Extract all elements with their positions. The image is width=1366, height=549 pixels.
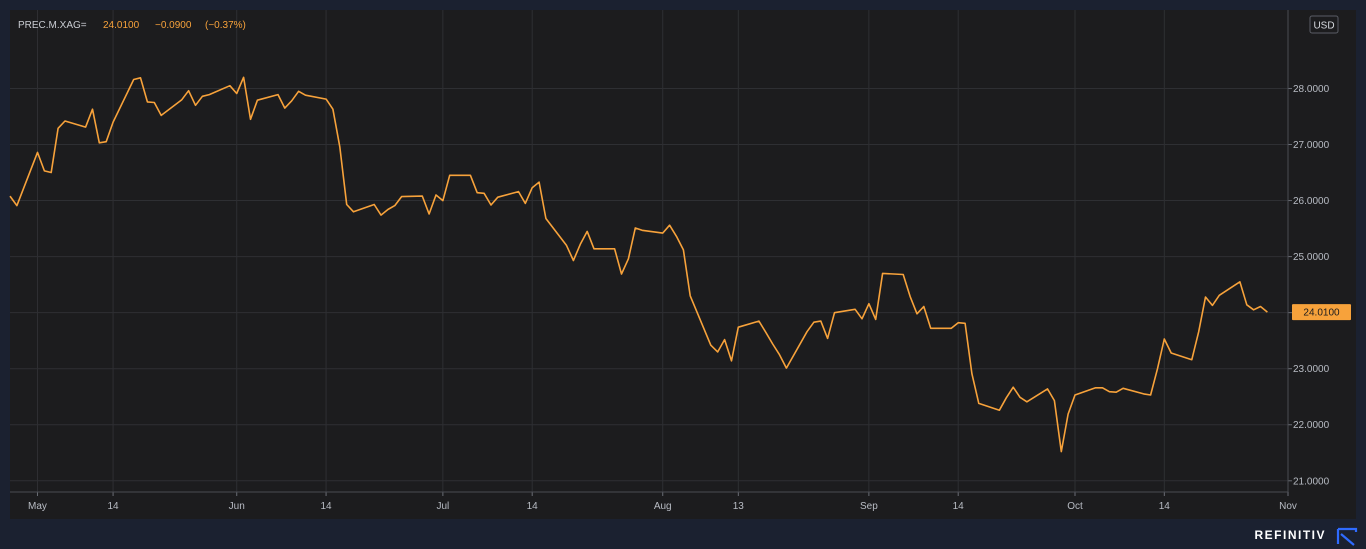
x-tick-label: 14	[1159, 501, 1171, 512]
x-tick-label: Sep	[860, 501, 878, 512]
symbol-label: PREC.M.XAG=	[18, 20, 87, 31]
currency-label: USD	[1313, 21, 1334, 32]
x-tick-label: 14	[321, 501, 333, 512]
y-axis: 21.000022.000023.000024.000025.000026.00…	[1287, 10, 1330, 492]
y-tick-label: 27.0000	[1293, 140, 1330, 151]
line-layer	[9, 76, 1268, 453]
x-tick-label: Oct	[1067, 501, 1083, 512]
y-tick-label: 25.0000	[1293, 252, 1330, 263]
y-tick-label: 26.0000	[1293, 196, 1330, 207]
x-tick-label: Jul	[436, 501, 449, 512]
brand-logo-text: REFINITIV	[1254, 528, 1326, 542]
x-tick-label: Jun	[229, 501, 245, 512]
x-tick-label: May	[28, 501, 47, 512]
y-tick-label: 23.0000	[1293, 364, 1330, 375]
change-pct-label: (−0.37%)	[205, 20, 246, 31]
x-tick-label: 14	[953, 501, 965, 512]
x-tick-label: 14	[108, 501, 120, 512]
change-label: −0.0900	[155, 20, 192, 31]
price-series-line[interactable]	[9, 76, 1268, 453]
currency-button[interactable]: USD	[1309, 15, 1339, 34]
brand-logo-icon	[1336, 527, 1358, 546]
x-tick-label: 14	[527, 501, 539, 512]
chart-panel	[10, 10, 1356, 519]
last-price-label: 24.0100	[103, 20, 140, 31]
x-axis: May 14 Jun 14 Jul 14 Aug 13 Sep 14 Oct 14 Nov	[10, 491, 1297, 512]
y-tick-label: 21.0000	[1293, 476, 1330, 487]
y-tick-label: 22.0000	[1293, 420, 1330, 431]
x-tick-label: 13	[733, 501, 745, 512]
x-tick-label: Aug	[654, 501, 672, 512]
x-tick-label: Nov	[1279, 501, 1297, 512]
y-tick-label: 28.0000	[1293, 84, 1330, 95]
current-price-tag: 24.0100	[1292, 304, 1351, 321]
grid-layer	[10, 10, 1289, 492]
current-price-value: 24.0100	[1303, 308, 1340, 319]
